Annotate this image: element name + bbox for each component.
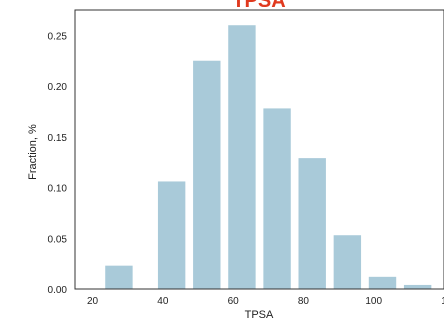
y-tick-label-2: 0.10 bbox=[48, 184, 68, 195]
bar-6 bbox=[333, 235, 362, 289]
x-tick-label-3: 80 bbox=[298, 296, 310, 307]
bar-2 bbox=[193, 60, 221, 290]
y-tick-label-0: 0.00 bbox=[48, 285, 68, 296]
y-axis-label: Fraction, % bbox=[27, 124, 39, 180]
y-tick-label-1: 0.05 bbox=[48, 234, 68, 245]
x-tick-label-4: 100 bbox=[365, 296, 382, 307]
bar-0 bbox=[105, 265, 133, 289]
y-tick-label-4: 0.20 bbox=[48, 82, 68, 93]
plot-frame bbox=[74, 9, 444, 290]
bars-group bbox=[105, 25, 432, 290]
x-axis-label: TPSA bbox=[245, 309, 274, 321]
x-tick-label-0: 20 bbox=[87, 296, 99, 307]
x-tick-label-2: 60 bbox=[228, 296, 240, 307]
x-tick-label-1: 40 bbox=[157, 296, 169, 307]
bar-3 bbox=[228, 25, 256, 290]
bar-1 bbox=[157, 181, 186, 289]
y-tick-labels: 0.00 0.05 0.10 0.15 0.20 0.25 bbox=[48, 31, 68, 296]
x-tick-labels: 20 40 60 80 100 1 bbox=[87, 296, 444, 307]
y-tick-label-5: 0.25 bbox=[48, 31, 68, 42]
bar-4 bbox=[263, 108, 291, 289]
x-tick-label-5: 1 bbox=[441, 296, 444, 307]
bar-5 bbox=[298, 158, 326, 289]
y-tick-label-3: 0.15 bbox=[48, 133, 68, 144]
bar-8 bbox=[403, 284, 432, 289]
bar-7 bbox=[368, 276, 397, 289]
chart-title: TPSA bbox=[232, 0, 285, 12]
